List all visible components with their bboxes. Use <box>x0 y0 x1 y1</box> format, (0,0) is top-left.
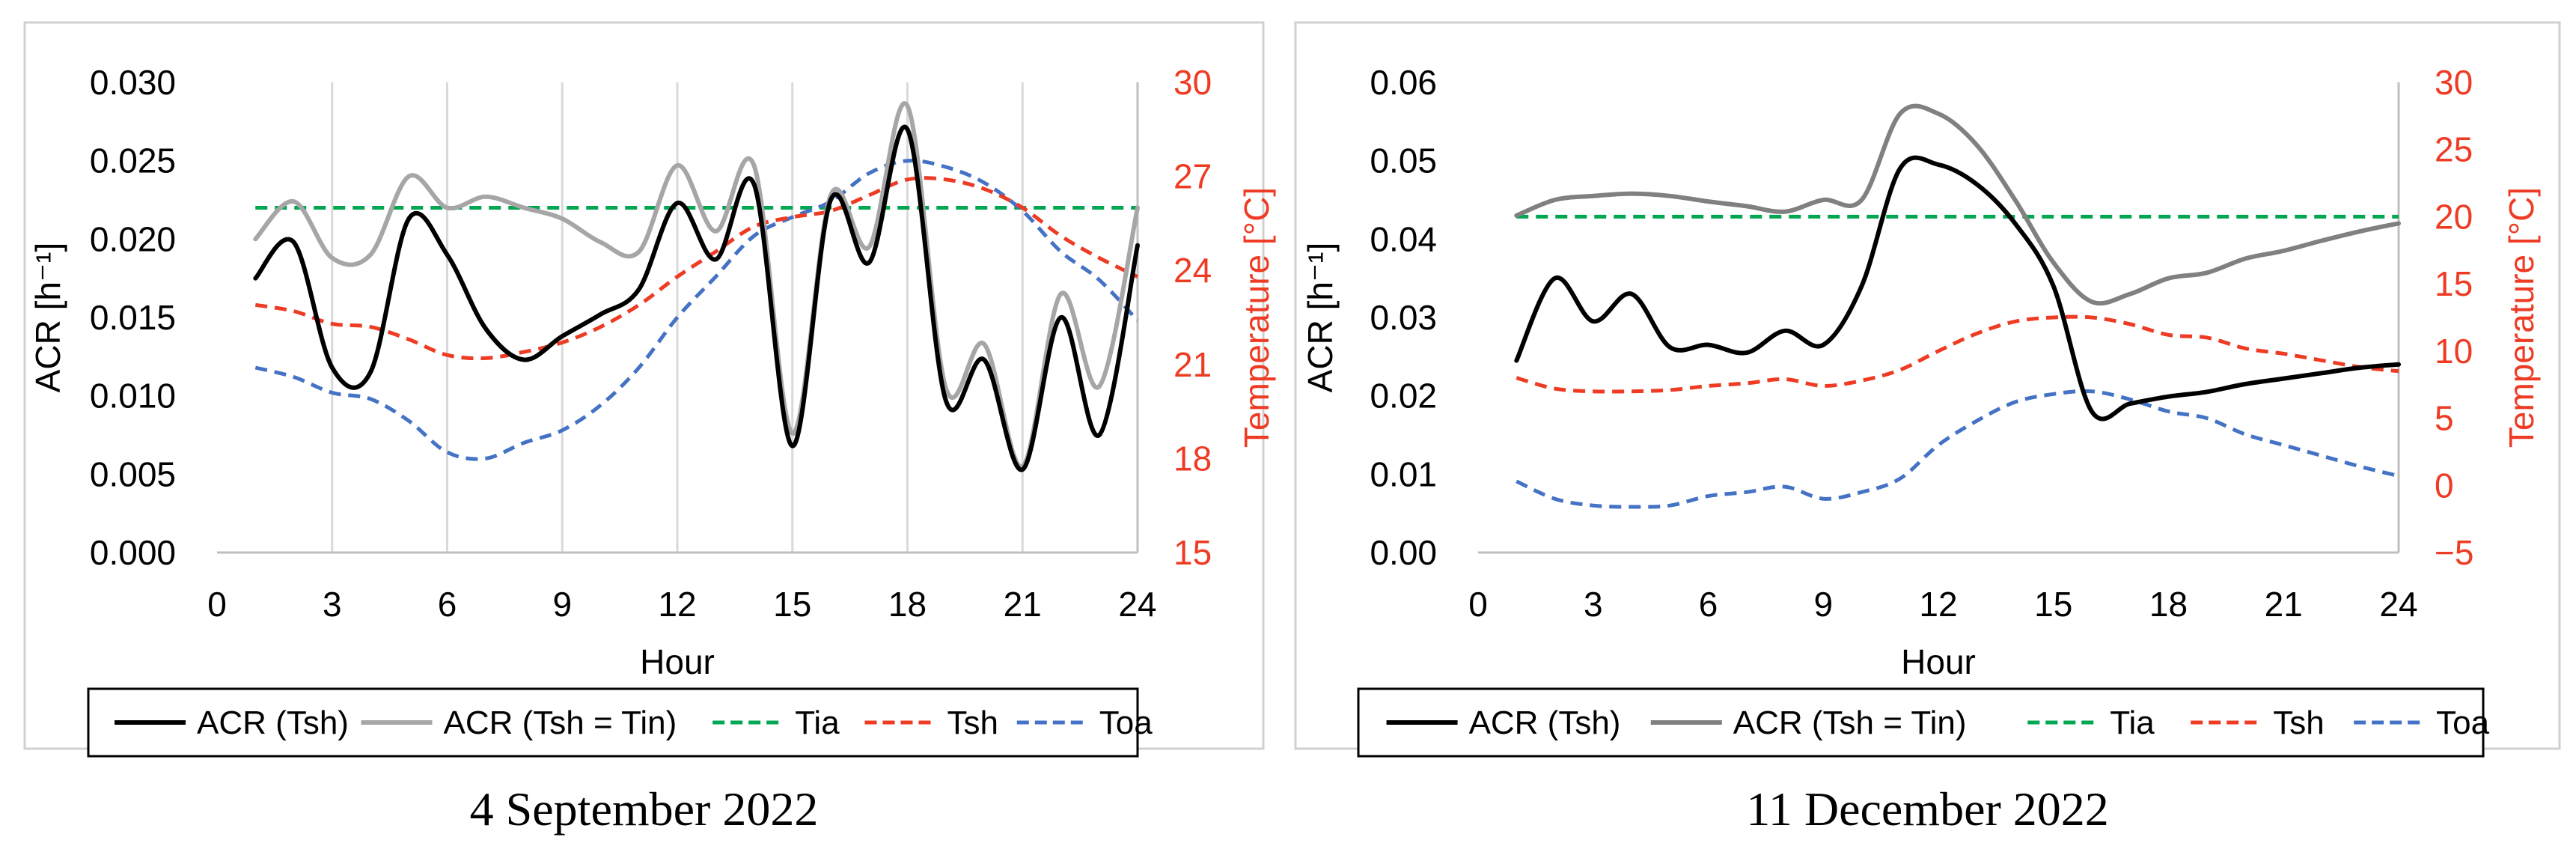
left-y-tick-label: 0.06 <box>1370 63 1437 102</box>
x-tick-label: 9 <box>552 585 572 624</box>
left-y-tick-label: 0.02 <box>1370 377 1437 416</box>
legend-entry: ACR (Tsh) <box>197 705 349 741</box>
right-y-tick-label: 21 <box>1173 345 1212 384</box>
x-tick-label: 0 <box>207 585 227 624</box>
right-y-tick-label: 15 <box>1173 533 1212 572</box>
legend-box <box>1357 687 2485 758</box>
legend-entry: ACR (Tsh) <box>1469 705 1621 741</box>
right-y-tick-label: 5 <box>2435 399 2454 438</box>
legend-entry: Tsh <box>947 705 998 741</box>
right-y-tick-label: 30 <box>2435 63 2473 102</box>
x-tick-label: 6 <box>1699 585 1718 624</box>
right-y-tick-label: 25 <box>2435 130 2473 169</box>
right-y-tick-label: 0 <box>2435 466 2454 505</box>
series-line-acr-tsh <box>253 124 1140 472</box>
left-y-tick-label: 0.01 <box>1370 454 1437 493</box>
right-y-tick-label: 18 <box>1173 439 1212 478</box>
x-tick-label: 6 <box>438 585 457 624</box>
left-y-tick-label: 0.015 <box>90 298 176 337</box>
x-tick-label: 15 <box>773 585 811 624</box>
chart-panel-december: 0 3 6 9 12 15 18 21 24 0.00 0.01 0.02 0.03 0.04 0.05 0.… <box>1294 21 2561 836</box>
x-tick-label: 12 <box>658 585 696 624</box>
legend-entry: Tia <box>2110 705 2155 741</box>
left-y-tick-label: 0.010 <box>90 377 176 416</box>
legend-box <box>87 687 1139 758</box>
x-tick-label: 21 <box>2265 585 2303 624</box>
left-y-tick-label: 0.04 <box>1370 219 1437 258</box>
series-line-tsh <box>254 176 1139 361</box>
chart-panel-september: 0 3 6 9 12 15 18 21 24 0.000 0.005 0.010 0.015 0.020 0… <box>23 21 1276 836</box>
legend-entry: Tsh <box>2273 705 2324 741</box>
legend-entry: ACR (Tsh = Tin) <box>444 705 677 741</box>
series-line-toa <box>254 158 1139 461</box>
left-y-tick-label: 0.005 <box>90 454 176 493</box>
legend-entry: Tia <box>795 705 840 741</box>
x-axis-title: Hour <box>1901 642 1976 681</box>
x-tick-label: 24 <box>1118 585 1156 624</box>
x-tick-label: 24 <box>2379 585 2417 624</box>
right-y-tick-label: 20 <box>2435 197 2473 236</box>
x-tick-label: 21 <box>1004 585 1042 624</box>
left-y-tick-label: 0.000 <box>90 533 176 572</box>
series-line-tsh <box>1516 314 2399 394</box>
left-y-axis-title: ACR [h⁻¹] <box>1301 243 1340 393</box>
left-y-tick-label: 0.020 <box>90 219 176 258</box>
series-line-acr-tsh <box>1514 155 2401 422</box>
x-tick-label: 0 <box>1468 585 1488 624</box>
x-tick-label: 18 <box>888 585 927 624</box>
right-y-axis-title: Temperature [°C] <box>2502 187 2541 448</box>
left-y-axis-title: ACR [h⁻¹] <box>28 243 67 393</box>
right-y-tick-label: 10 <box>2435 332 2473 371</box>
legend-entry: Toa <box>1099 705 1153 741</box>
legend-entry: ACR (Tsh = Tin) <box>1733 705 1967 741</box>
right-y-tick-label: 24 <box>1173 251 1212 290</box>
right-y-axis-title: Temperature [°C] <box>1237 187 1276 448</box>
x-tick-label: 18 <box>2149 585 2188 624</box>
right-y-tick-label: 27 <box>1173 157 1212 196</box>
left-y-tick-label: 0.00 <box>1370 533 1437 572</box>
chart-caption: 11 December 2022 <box>1746 782 2109 836</box>
x-tick-label: 9 <box>1813 585 1833 624</box>
right-y-tick-label: 30 <box>1173 63 1212 102</box>
series-line-acr-tsh-tin <box>1514 103 2401 306</box>
x-tick-label: 15 <box>2034 585 2072 624</box>
left-y-tick-label: 0.025 <box>90 142 176 180</box>
left-y-tick-label: 0.05 <box>1370 142 1437 180</box>
left-y-tick-label: 0.03 <box>1370 298 1437 337</box>
right-y-tick-label: −5 <box>2435 533 2473 572</box>
x-axis-title: Hour <box>640 642 715 681</box>
legend-entry: Toa <box>2436 705 2489 741</box>
chart-caption: 4 September 2022 <box>470 782 819 836</box>
right-y-tick-label: 15 <box>2435 264 2473 303</box>
left-y-tick-label: 0.030 <box>90 63 176 102</box>
x-tick-label: 12 <box>1919 585 1957 624</box>
x-tick-label: 3 <box>323 585 342 624</box>
x-tick-label: 3 <box>1584 585 1603 624</box>
